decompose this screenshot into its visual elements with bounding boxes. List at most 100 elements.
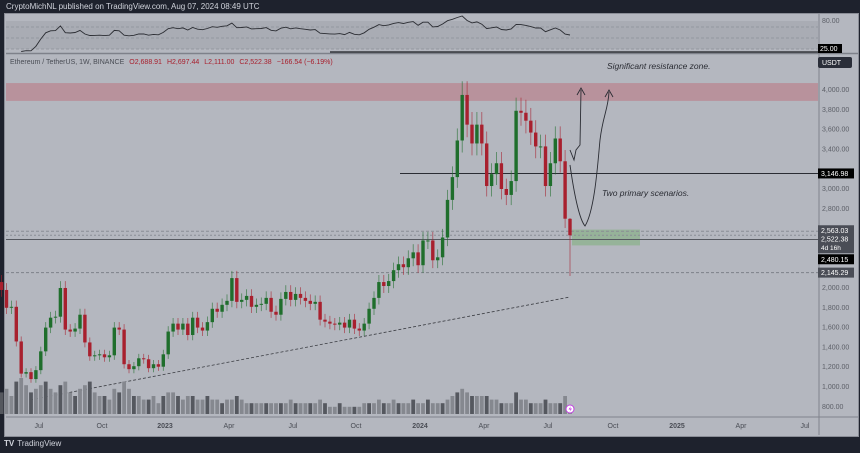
candle-body bbox=[78, 314, 82, 329]
volume-bar bbox=[63, 381, 68, 414]
candle-body bbox=[485, 143, 489, 187]
legend-symbol: Ethereum / TetherUS, 1W, BINANCE bbox=[10, 59, 125, 66]
scenario-arrow-2 bbox=[569, 89, 614, 227]
price-tick-label: 3,800.00 bbox=[822, 107, 849, 114]
candle-body bbox=[254, 304, 259, 307]
time-tick-label: Jul bbox=[544, 423, 553, 430]
volume-bar bbox=[190, 396, 195, 414]
candle-body bbox=[156, 364, 161, 367]
volume-bar bbox=[558, 403, 563, 414]
candle-body bbox=[244, 295, 249, 300]
countdown-label: 4d 16h bbox=[821, 245, 841, 252]
price-tick-label: 3,000.00 bbox=[822, 186, 849, 193]
candle-body bbox=[112, 327, 116, 356]
volume-bar bbox=[421, 403, 425, 414]
volume-bar bbox=[318, 399, 322, 414]
candle-body bbox=[235, 278, 239, 302]
lightning-icon bbox=[568, 406, 572, 412]
currency-label[interactable]: USDT bbox=[822, 60, 842, 67]
time-tick-label: 2023 bbox=[157, 423, 173, 430]
candle-body bbox=[48, 317, 53, 328]
candle-body bbox=[279, 298, 283, 315]
volume-bar bbox=[200, 399, 205, 414]
volume-bar bbox=[377, 399, 381, 414]
volume-bar bbox=[553, 403, 558, 414]
candle-body bbox=[416, 252, 420, 266]
price-tick-label: 1,800.00 bbox=[822, 305, 849, 312]
candle-body bbox=[39, 351, 43, 371]
volume-bar bbox=[533, 403, 538, 414]
support-price-label: 2,480.15 bbox=[821, 257, 848, 264]
candle-body bbox=[166, 331, 170, 355]
scenario-arrow-1 bbox=[569, 87, 586, 162]
publish-header: CryptoMichNL published on TradingView.co… bbox=[6, 2, 260, 11]
time-tick-label: Jul bbox=[35, 423, 44, 430]
candle-body bbox=[436, 257, 440, 261]
volume-bar bbox=[78, 388, 82, 414]
candle-body bbox=[53, 316, 58, 318]
candle-body bbox=[161, 354, 165, 367]
candle-body bbox=[519, 110, 523, 113]
candle-body bbox=[357, 328, 361, 331]
volume-bar bbox=[48, 388, 53, 414]
volume-bar bbox=[308, 403, 313, 414]
candle-body bbox=[465, 94, 469, 125]
volume-bar bbox=[543, 399, 548, 414]
volume-bar bbox=[494, 399, 499, 414]
last-price-label: 2,522.38 bbox=[821, 236, 848, 243]
candle-body bbox=[171, 323, 175, 332]
volume-bar bbox=[127, 388, 131, 414]
candle-body bbox=[249, 295, 254, 307]
candle-body bbox=[151, 364, 156, 369]
candle-body bbox=[230, 278, 234, 301]
volume-bar bbox=[367, 403, 371, 414]
volume-bar bbox=[426, 399, 430, 414]
time-tick-label: Jul bbox=[801, 423, 810, 430]
candle-body bbox=[200, 327, 205, 331]
candle-body bbox=[475, 124, 479, 144]
price-tick-label: 1,600.00 bbox=[822, 325, 849, 332]
volume-bar bbox=[465, 392, 469, 414]
volume-bar bbox=[205, 396, 210, 414]
volume-bar bbox=[14, 381, 19, 414]
candle-body bbox=[29, 372, 33, 380]
candle-body bbox=[191, 317, 195, 336]
volume-bar bbox=[524, 399, 528, 414]
candle-body bbox=[538, 146, 543, 148]
volume-bar bbox=[24, 385, 28, 414]
volume-bar bbox=[269, 403, 273, 414]
candle-body bbox=[83, 314, 87, 343]
volume-bar bbox=[234, 396, 239, 414]
time-tick-label: Apr bbox=[479, 423, 491, 430]
time-tick-label: Oct bbox=[97, 423, 108, 430]
volume-bar bbox=[181, 399, 185, 414]
candle-body bbox=[0, 282, 4, 290]
volume-bar bbox=[519, 399, 523, 414]
candle-body bbox=[480, 124, 484, 144]
volume-bar bbox=[29, 392, 33, 414]
candle-body bbox=[240, 299, 244, 302]
price-tick-label: 3,600.00 bbox=[822, 127, 849, 134]
candle-body bbox=[34, 370, 38, 380]
volume-bar bbox=[475, 396, 479, 414]
footer-logo[interactable]: TV TradingView bbox=[4, 439, 61, 448]
currency-button[interactable] bbox=[818, 57, 852, 68]
candle-body bbox=[318, 301, 322, 320]
volume-bar bbox=[87, 381, 92, 414]
candle-body bbox=[426, 240, 430, 242]
candle-body bbox=[93, 355, 97, 357]
volume-bar bbox=[151, 396, 156, 414]
volume-bar bbox=[499, 403, 504, 414]
volume-bar bbox=[249, 403, 254, 414]
volume-bar bbox=[563, 396, 567, 414]
volume-bar bbox=[484, 396, 489, 414]
volume-bar bbox=[391, 399, 396, 414]
volume-bar bbox=[372, 403, 376, 414]
volume-bar bbox=[538, 403, 543, 414]
volume-bar bbox=[38, 385, 43, 414]
volume-bar bbox=[313, 403, 318, 414]
candle-body bbox=[19, 341, 23, 374]
legend-l: L2,111.00 bbox=[204, 59, 234, 66]
candle-body bbox=[411, 252, 415, 259]
